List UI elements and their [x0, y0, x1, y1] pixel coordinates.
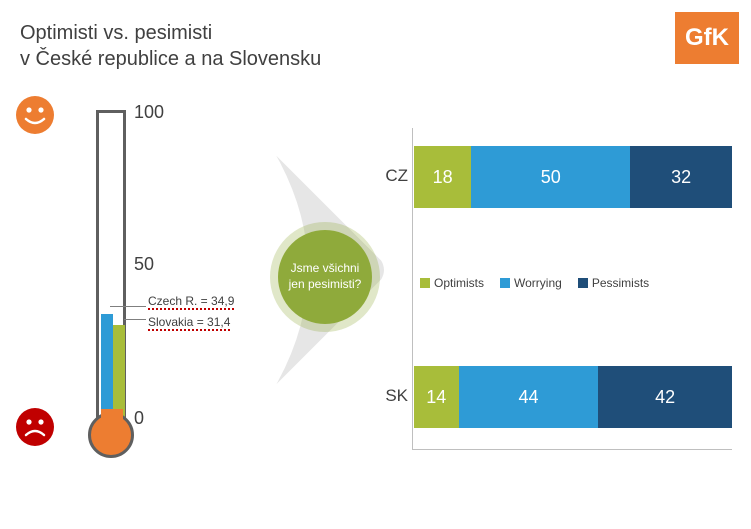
thermometer-tube [96, 110, 126, 420]
thermometer: 100 50 0 Czech R. = 34,9 Slovakia = 31,4 [50, 98, 270, 498]
thermometer-fill-sk [113, 325, 125, 420]
bar-segment: 32 [630, 146, 732, 208]
pointer-line-sk [124, 319, 146, 320]
thermometer-fill-cz [101, 314, 113, 420]
thermo-scale-min: 0 [134, 408, 144, 429]
legend-item-optimists: Optimists [420, 276, 484, 290]
bar-label-cz: CZ [374, 166, 408, 186]
gfk-logo: GfK [675, 12, 739, 64]
bar-segment: 42 [598, 366, 732, 428]
thermo-scale-mid: 50 [134, 254, 154, 275]
question-badge: Jsme všichni jen pesimisti? [278, 230, 372, 324]
chart-legend: Optimists Worrying Pessimists [420, 276, 649, 290]
bar-segment: 44 [459, 366, 599, 428]
bar-row-cz: CZ 185032 [414, 146, 732, 208]
frown-icon [16, 408, 54, 446]
bar-label-sk: SK [374, 386, 408, 406]
thermo-scale-max: 100 [134, 102, 164, 123]
bar-segment: 14 [414, 366, 459, 428]
page-title-line1: Optimisti vs. pesimisti [20, 22, 212, 44]
bar-row-sk: SK 144442 [414, 366, 732, 428]
bar-segment: 18 [414, 146, 471, 208]
pointer-line-cz [110, 306, 146, 307]
legend-item-worrying: Worrying [500, 276, 562, 290]
smile-icon [16, 96, 54, 134]
thermometer-bulb [88, 412, 134, 458]
legend-item-pessimists: Pessimists [578, 276, 649, 290]
pointer-label-sk: Slovakia = 31,4 [148, 315, 230, 329]
pointer-label-cz: Czech R. = 34,9 [148, 294, 234, 308]
bar-segment: 50 [471, 146, 630, 208]
page-title-line2: v České republice a na Slovensku [20, 48, 321, 70]
